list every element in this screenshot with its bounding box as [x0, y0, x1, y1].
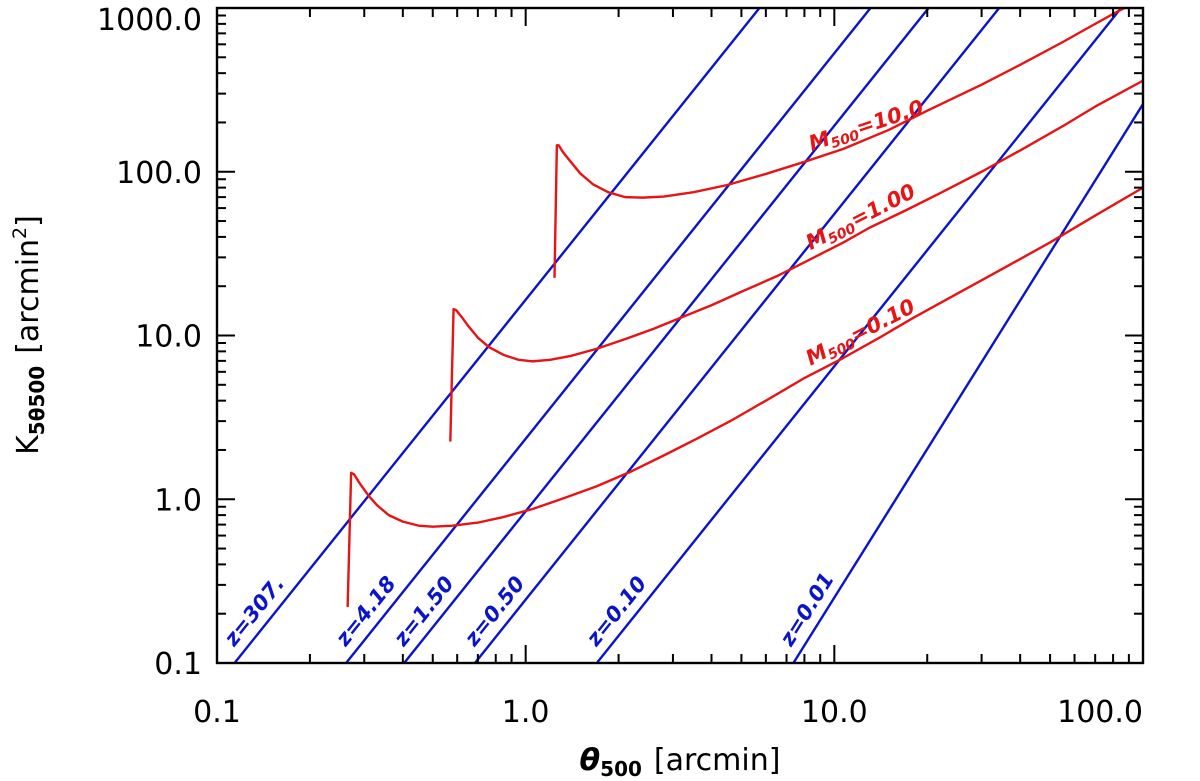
y-tick-label: 0.1 — [154, 647, 202, 682]
y-axis-label: K5θ500 [arcmin2] — [9, 215, 49, 455]
y-tick-label: 1000.0 — [97, 3, 202, 38]
mass-label-value: =10.0 — [853, 95, 926, 140]
mass-label-2: M500=0.10 — [802, 294, 921, 373]
y-tick-label: 100.0 — [116, 156, 202, 191]
mass-curve-1 — [449, 79, 1143, 442]
series-labels: z=307. z=4.18z=1.50 z=0.50 z=0.10 z=0.01M500… — [219, 95, 928, 651]
redshift-label-5: z=0.01 — [775, 568, 839, 651]
x-axis-subscript: 500 — [600, 757, 642, 781]
y-axis-unit-superscript: 2 — [9, 227, 31, 239]
y-axis-unit-close: ] — [11, 215, 46, 227]
x-axis-label: θ500 [arcmin] — [580, 743, 781, 781]
x-tick-label: 100.0 — [1057, 695, 1143, 730]
y-axis-subscript: 5θ500 — [25, 366, 49, 435]
redshift-line-4 — [595, 8, 1122, 663]
mass-curve-0 — [553, 8, 1127, 278]
tick-labels: 0.1 1.0 10.0 100.0 0.1 1.0 10.0 100.0 1000.0 — [97, 3, 1143, 730]
redshift-line-0 — [233, 8, 761, 663]
redshift-line-5 — [792, 103, 1143, 663]
x-tick-label: 0.1 — [193, 695, 241, 730]
mass-curves — [346, 8, 1143, 607]
x-tick-label: 1.0 — [502, 695, 550, 730]
mass-label-0: M500=10.0 — [806, 95, 928, 158]
y-tick-label: 1.0 — [154, 483, 202, 518]
mass-label-value: =1.00 — [847, 179, 920, 232]
mass-curve-2 — [346, 186, 1143, 607]
redshift-line-1 — [345, 8, 872, 663]
y-axis-unit: [arcmin — [11, 239, 46, 354]
x-axis-unit: [arcmin] — [654, 743, 781, 778]
redshift-line-2 — [403, 8, 930, 663]
y-axis-symbol: K — [11, 434, 46, 455]
axes — [215, 6, 1145, 665]
x-tick-label: 10.0 — [801, 695, 868, 730]
y-tick-label: 10.0 — [135, 320, 202, 355]
x-axis-symbol: θ — [580, 743, 601, 778]
mass-label-1: M500=1.00 — [802, 179, 921, 257]
redshift-lines — [233, 8, 1143, 663]
mass-label-value: =0.10 — [846, 294, 919, 347]
